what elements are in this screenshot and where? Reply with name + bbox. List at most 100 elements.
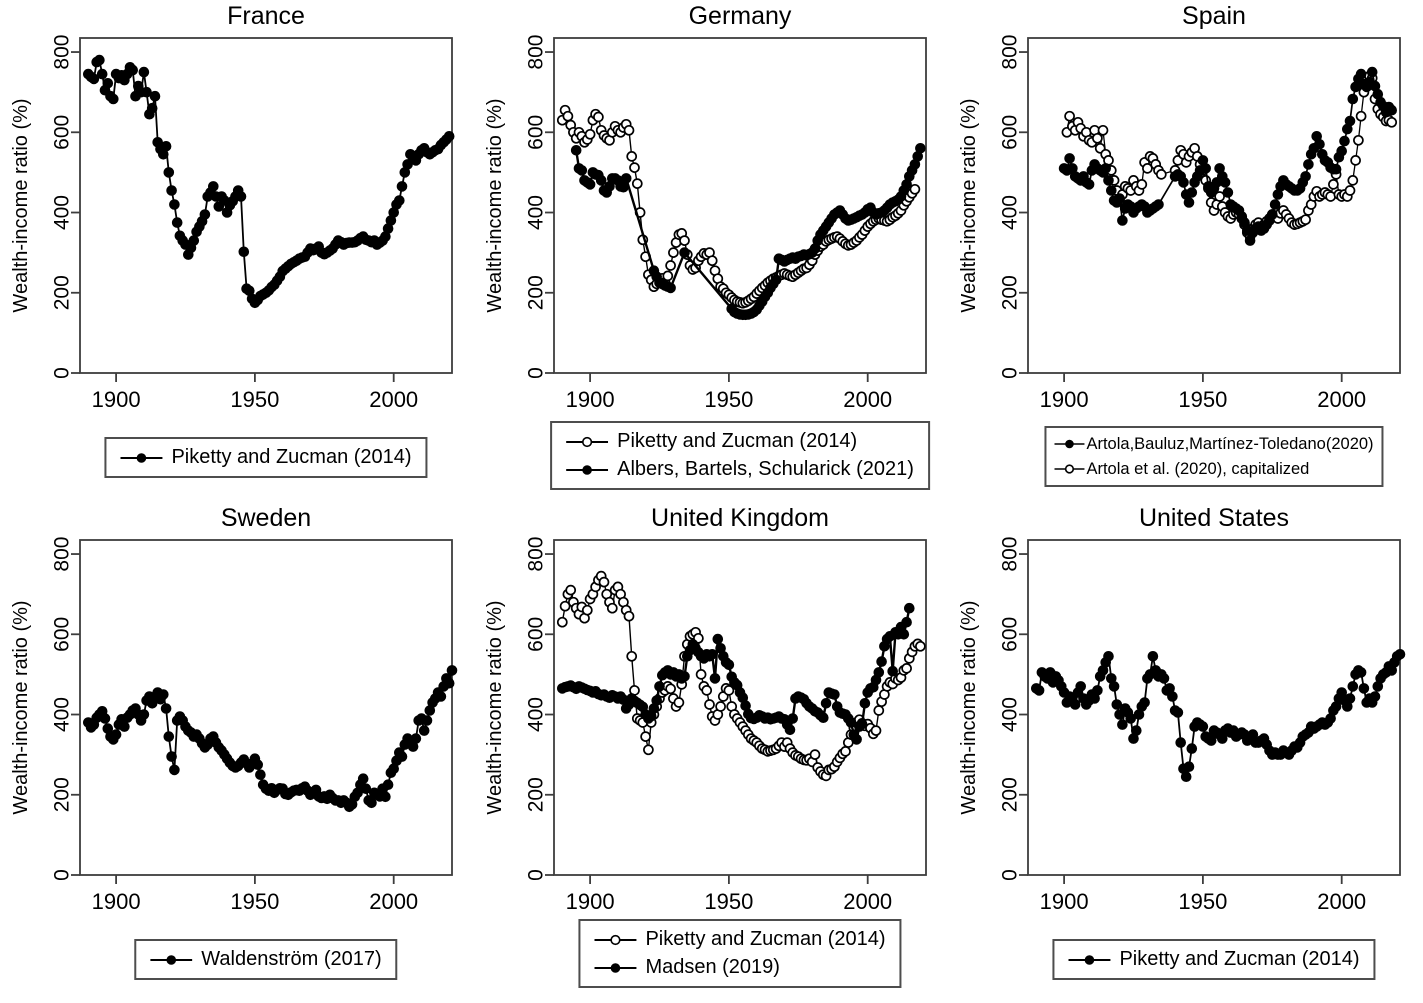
y-axis: 0 200 400 600 800: [51, 537, 80, 881]
x-axis: 1900 1950 2000: [1040, 373, 1366, 412]
y-tick-label: 600: [51, 115, 74, 150]
plot-frame: [79, 539, 453, 876]
legend-box-france: Piketty and Zucman (2014): [104, 437, 428, 478]
x-tick-label: 1950: [230, 889, 279, 914]
y-tick-label: 600: [999, 115, 1022, 150]
united-states-plot: 0 200 400 600 800 1900 1950 2000 Wealth-income r…: [958, 537, 1406, 914]
series-albers-bartels-schularick-2021-filled: [570, 143, 926, 321]
legend-label: Albers, Bartels, Schularick (2021): [617, 458, 914, 480]
y-tick-label: 400: [525, 697, 548, 732]
y-tick-label: 800: [525, 35, 548, 70]
y-tick-label: 400: [51, 697, 74, 732]
y-tick-label: 0: [999, 869, 1022, 881]
chart-panel-germany: Germany 0 200 400 600 800 1900 1950 2000 Wealth-…: [474, 0, 948, 501]
filled-circle-marker-icon: [566, 464, 609, 475]
legend-box-germany: Piketty and Zucman (2014) Albers, Bartels…: [550, 421, 930, 490]
x-tick-label: 1950: [704, 889, 753, 914]
open-circle-marker-icon: [594, 934, 637, 945]
x-tick-label: 1900: [1040, 889, 1089, 914]
legend-label: Madsen (2019): [645, 956, 780, 978]
chart-panel-spain: Spain 0 200 400 600 800 1900 1950 2000 Wealth-in…: [948, 0, 1422, 501]
x-axis: 1900 1950 2000: [566, 373, 892, 412]
y-tick-label: 200: [999, 275, 1022, 310]
legend-item-waldenstr-m-2017: Waldenström (2017): [150, 947, 382, 972]
x-tick-label: 2000: [843, 889, 892, 914]
x-tick-label: 1900: [92, 889, 141, 914]
legend-item-piketty-and-zucman-2014: Piketty and Zucman (2014): [120, 445, 412, 470]
y-axis-title: Wealth-income ratio (%): [484, 98, 506, 312]
y-tick-label: 200: [51, 777, 74, 812]
legend-marker: [1054, 463, 1085, 475]
legend-box-united-states: Piketty and Zucman (2014): [1052, 939, 1376, 980]
chart-panel-united-states: United States 0 200 400 600 800 1900 1950 2000 W…: [948, 502, 1422, 1003]
y-tick-label: 800: [999, 35, 1022, 70]
y-tick-label: 800: [999, 537, 1022, 572]
united-kingdom-plot: 0 200 400 600 800 1900 1950 2000 Wealth-income r…: [484, 537, 927, 914]
legend-marker: [150, 953, 193, 967]
open-circle-marker-icon: [1054, 464, 1085, 474]
chart-title-france: France: [227, 2, 305, 30]
legend-marker: [120, 451, 163, 465]
y-tick-label: 200: [999, 777, 1022, 812]
y-tick-label: 400: [51, 195, 74, 230]
filled-circle-marker-icon: [1068, 954, 1111, 965]
y-tick-label: 0: [51, 367, 74, 379]
y-tick-label: 800: [51, 35, 74, 70]
y-tick-label: 200: [51, 275, 74, 310]
spain-plot: 0 200 400 600 800 1900 1950 2000 Wealth-income r…: [958, 35, 1401, 412]
chart-title-sweden: Sweden: [220, 504, 312, 532]
legend-item-piketty-and-zucman-2014: Piketty and Zucman (2014): [566, 429, 914, 454]
filled-circle-marker-icon: [150, 954, 193, 965]
legend-marker: [1054, 438, 1085, 450]
series-piketty-and-zucman-2014-open: [556, 104, 921, 309]
legend-label: Piketty and Zucman (2014): [1119, 948, 1360, 970]
series-piketty-and-zucman-2014-filled: [1031, 649, 1406, 783]
legend-item-albers-bartels-schularick-2021: Albers, Bartels, Schularick (2021): [566, 457, 914, 482]
y-tick-label: 600: [525, 115, 548, 150]
x-tick-label: 2000: [1317, 387, 1366, 412]
series-artola-bauluz-mart-nez-toledano-2020-filled: [1058, 66, 1398, 246]
x-axis: 1900 1950 2000: [92, 373, 418, 412]
y-axis: 0 200 400 600 800: [999, 35, 1028, 379]
legend-marker: [1068, 953, 1111, 967]
x-tick-label: 1900: [1040, 387, 1089, 412]
chart-panel-united-kingdom: United Kingdom 0 200 400 600 800 1900 1950 2000…: [474, 502, 948, 1003]
legend-marker: [566, 463, 609, 477]
y-axis-title: Wealth-income ratio (%): [10, 600, 32, 814]
legend-label: Artola,Bauluz,Martínez-Toledano(2020): [1086, 435, 1374, 453]
x-tick-label: 2000: [369, 387, 418, 412]
chart-panel-sweden: Sweden 0 200 400 600 800 1900 1950 2000 Wealth-i…: [0, 502, 474, 1003]
y-axis-title: Wealth-income ratio (%): [958, 600, 980, 814]
legend-label: Waldenström (2017): [201, 948, 382, 970]
legend-item-piketty-and-zucman-2014: Piketty and Zucman (2014): [1068, 947, 1360, 972]
y-tick-label: 600: [51, 617, 74, 652]
y-tick-label: 200: [525, 275, 548, 310]
legend-box-spain: Artola,Bauluz,Martínez-Toledano(2020) Art…: [1044, 426, 1384, 487]
filled-circle-marker-icon: [1054, 439, 1085, 449]
y-tick-label: 800: [525, 537, 548, 572]
x-tick-label: 1900: [566, 387, 615, 412]
open-circle-marker-icon: [566, 436, 609, 447]
series-madsen-2019-filled: [557, 602, 915, 745]
x-tick-label: 1900: [92, 387, 141, 412]
chart-title-spain: Spain: [1182, 2, 1246, 30]
y-tick-label: 0: [525, 367, 548, 379]
y-tick-label: 0: [999, 367, 1022, 379]
filled-circle-marker-icon: [594, 962, 637, 973]
y-tick-label: 600: [525, 617, 548, 652]
legend-label: Artola et al. (2020), capitalized: [1086, 460, 1310, 478]
x-tick-label: 1950: [1178, 387, 1227, 412]
legend-marker: [594, 961, 637, 975]
y-axis-title: Wealth-income ratio (%): [10, 98, 32, 312]
legend-marker: [594, 933, 637, 947]
filled-circle-marker-icon: [120, 452, 163, 463]
y-axis: 0 200 400 600 800: [525, 35, 554, 379]
y-tick-label: 200: [525, 777, 548, 812]
legend-item-artola-bauluz-mart-nez-toledano-2020: Artola,Bauluz,Martínez-Toledano(2020): [1054, 433, 1374, 455]
legend-item-artola-et-al-2020-capitalized: Artola et al. (2020), capitalized: [1054, 458, 1373, 480]
x-tick-label: 2000: [369, 889, 418, 914]
y-tick-label: 400: [999, 195, 1022, 230]
series-waldenstr-m-2017-filled: [83, 665, 458, 813]
sweden-plot: 0 200 400 600 800 1900 1950 2000 Wealth-income r…: [10, 537, 458, 914]
